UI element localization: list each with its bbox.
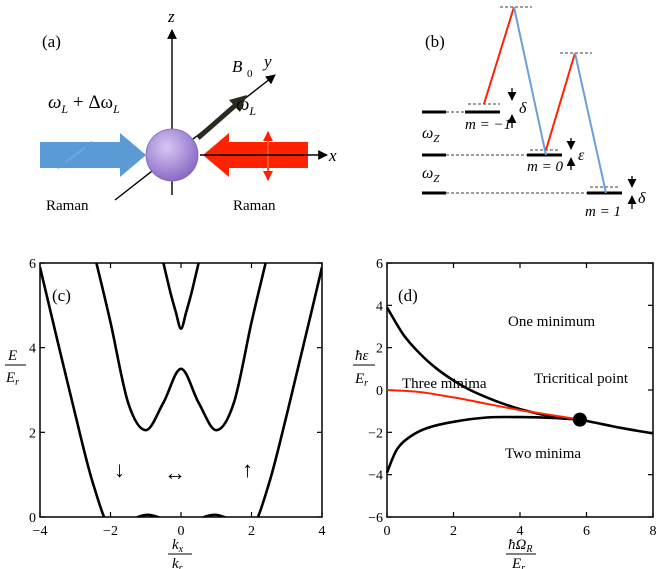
transition-up-2	[545, 52, 576, 151]
left-beam-label: ωL + ΔωL	[48, 92, 120, 116]
z-axis-label: z	[167, 7, 175, 26]
epsilon-label: ε	[578, 147, 585, 164]
band-2	[95, 263, 267, 432]
field-arrow-head	[229, 95, 247, 112]
y-tick-label: −2	[368, 426, 383, 441]
spin-both-arrow: ↔	[164, 460, 186, 485]
plot-d-xlabel-den: Er	[511, 556, 525, 569]
band-1	[40, 266, 322, 517]
plot-c-xlabel-den: kr	[172, 556, 183, 569]
x-tick-label: −2	[103, 524, 118, 539]
region-three-minima: Three minima	[402, 376, 487, 392]
delta-top-label: δ	[519, 100, 527, 117]
band-3	[162, 263, 200, 330]
tricritical-label: Tricritical point	[534, 371, 629, 387]
transition-down-1	[513, 6, 547, 156]
transition-up-1	[483, 6, 515, 105]
panel-a-label: (a)	[42, 32, 61, 51]
field-label-sub: 0	[247, 68, 253, 80]
panel-b-label: (b)	[425, 32, 445, 51]
right-beam-label: ωL	[236, 94, 256, 118]
y-tick-label: 4	[376, 299, 383, 314]
x-tick-label: 8	[650, 524, 657, 539]
y-tick-label: 4	[29, 342, 36, 357]
y-tick-label: 0	[29, 511, 36, 526]
plot-c-ylabel-num: E	[7, 348, 17, 364]
x-tick-label: 4	[517, 524, 524, 539]
omega-z-2: ωZ	[422, 165, 440, 185]
y-tick-label: −6	[368, 511, 383, 526]
panel-c: −4 −2 0 2 4 0 2 4 6 (c) ↓ ↔ ↑ E Er kx kr	[5, 257, 326, 569]
y-tick-label: 6	[376, 257, 383, 272]
left-beam-body	[40, 142, 122, 168]
plot-d-ylabel-den: Er	[354, 371, 368, 389]
panel-d-label: (d)	[398, 286, 418, 305]
y-axis	[114, 74, 276, 201]
x-tick-label: 4	[319, 524, 326, 539]
y-tick-label: 0	[376, 384, 383, 399]
spin-down-arrow: ↓	[114, 457, 125, 482]
y-tick-label: 2	[29, 426, 36, 441]
panel-c-label: (c)	[52, 286, 71, 305]
omega-z-1: ωZ	[422, 125, 440, 145]
delta-bottom-label: δ	[638, 190, 646, 207]
y-tick-label: −4	[368, 469, 383, 484]
right-raman-caption: Raman	[233, 198, 276, 214]
plot-c-curves	[40, 263, 322, 517]
field-arrow-shaft	[196, 101, 240, 140]
panel-b: (b) δ ε δ m = −1 m = 0	[422, 6, 646, 220]
plot-d-curves	[385, 306, 654, 474]
plot-d-xlabel-num: ħΩR	[508, 537, 532, 555]
plot-d-ticks: 0 2 4 6 8 −6 −4 −2 0 2 4 6	[368, 257, 656, 539]
x-tick-label: 2	[248, 524, 255, 539]
lower-boundary	[385, 415, 580, 474]
spin-up-arrow: ↑	[242, 457, 253, 482]
x-tick-label: 2	[450, 524, 457, 539]
left-polarization-arrow	[57, 141, 93, 169]
plot-c-xlabel-num: kx	[172, 537, 184, 555]
first-order-line	[386, 389, 581, 421]
atom	[145, 128, 199, 182]
field-label: B	[232, 57, 243, 76]
x-axis-label: x	[328, 146, 337, 165]
left-beam-head	[120, 133, 146, 177]
level-m-0-label: m = 0	[527, 159, 563, 175]
y-tick-label: 6	[29, 257, 36, 272]
region-two-minima: Two minima	[505, 446, 581, 462]
region-one-minimum: One minimum	[508, 314, 595, 330]
x-tick-label: 0	[384, 524, 391, 539]
y-axis-label: y	[262, 52, 272, 71]
tricritical-point-marker	[572, 412, 587, 427]
level-m-1-label: m = 1	[585, 204, 621, 220]
plot-c-ylabel-den: Er	[5, 370, 19, 388]
panel-d: 0 2 4 6 8 −6 −4 −2 0 2 4 6 (d) One minimum Three mi…	[353, 257, 657, 569]
x-tick-label: −4	[33, 524, 48, 539]
y-tick-label: 2	[376, 342, 383, 357]
left-raman-caption: Raman	[46, 198, 89, 214]
panel-a: (a) z y B 0 x ωL + ΔωL ωL Raman Ram	[40, 7, 337, 214]
x-tick-label: 0	[178, 524, 185, 539]
transition-down-2	[574, 52, 607, 194]
plot-c-ticks: −4 −2 0 2 4 0 2 4 6	[29, 257, 326, 539]
plot-d-ylabel-num: ħε	[355, 348, 369, 364]
x-tick-label: 6	[583, 524, 590, 539]
level-m-minus1-label: m = −1	[465, 117, 511, 133]
